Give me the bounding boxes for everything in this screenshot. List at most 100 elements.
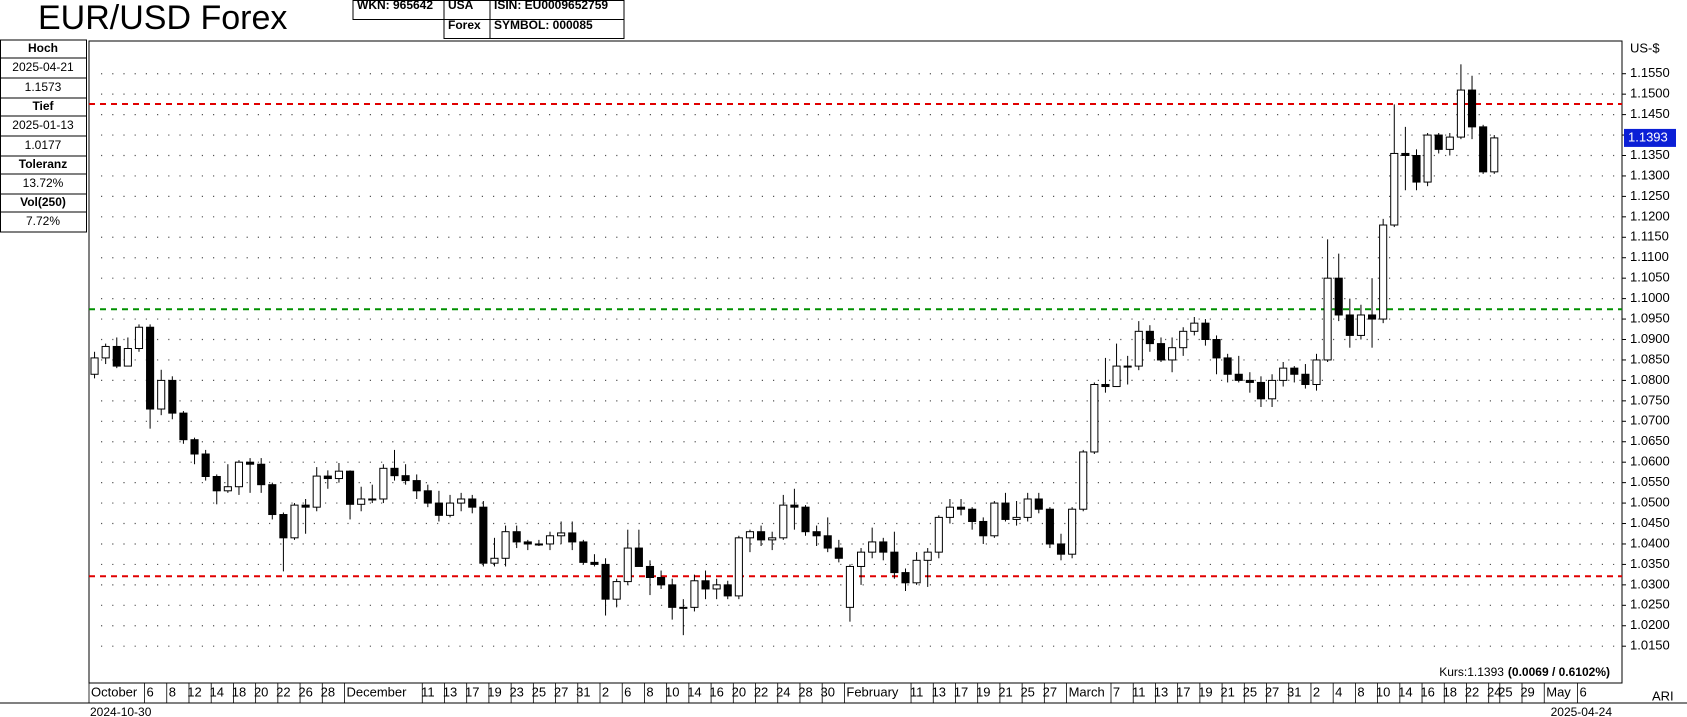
candle-body bbox=[490, 557, 499, 564]
candle-body bbox=[434, 502, 443, 516]
candle-body bbox=[1301, 373, 1310, 385]
x-tick-label: 21 bbox=[998, 684, 1012, 699]
last-price-label: 1.1393 bbox=[1628, 129, 1668, 144]
candle-body bbox=[123, 348, 132, 367]
y-tick-label: 1.1250 bbox=[1630, 188, 1670, 203]
candle-body bbox=[1456, 89, 1465, 138]
candle-body bbox=[1334, 277, 1343, 316]
candle-body bbox=[990, 502, 999, 537]
candle-body bbox=[868, 541, 877, 553]
x-tick-label: December bbox=[347, 684, 408, 699]
candle-body bbox=[1445, 136, 1454, 150]
y-tick-label: 1.0300 bbox=[1630, 576, 1670, 591]
x-tick-label: 20 bbox=[254, 684, 268, 699]
x-tick-label: 25 bbox=[1020, 684, 1034, 699]
candle-body bbox=[223, 486, 232, 492]
x-tick-label: March bbox=[1069, 684, 1105, 699]
candle-body bbox=[1312, 359, 1321, 385]
y-tick-label: 1.1150 bbox=[1630, 229, 1669, 244]
candle-body bbox=[146, 326, 155, 410]
x-tick-label: 11 bbox=[910, 684, 924, 699]
price-note-change: (0.0069 / 0.6102%) bbox=[1508, 665, 1610, 679]
candle-body bbox=[1234, 373, 1243, 381]
y-tick-label: 1.0500 bbox=[1630, 495, 1670, 510]
candle-body bbox=[468, 498, 477, 508]
candle-body bbox=[1179, 330, 1188, 349]
x-tick-label: 19 bbox=[487, 684, 501, 699]
candle-body bbox=[523, 541, 532, 545]
x-tick-label: 21 bbox=[1220, 684, 1234, 699]
candle-body bbox=[1412, 154, 1421, 183]
stat-value: 7.72% bbox=[26, 214, 60, 228]
y-tick-label: 1.1000 bbox=[1630, 290, 1670, 305]
candle-body bbox=[834, 547, 843, 559]
candle-body bbox=[1068, 508, 1077, 555]
candle-body bbox=[312, 475, 321, 508]
candle-body bbox=[890, 551, 899, 574]
candle-body bbox=[112, 345, 121, 367]
candle-body bbox=[557, 532, 566, 537]
stat-cell bbox=[0, 211, 87, 233]
candle-body bbox=[1201, 322, 1210, 341]
candle-body bbox=[1023, 498, 1032, 518]
candle-body bbox=[1168, 347, 1177, 361]
x-tick-label: 27 bbox=[554, 684, 568, 699]
y-tick-label: 1.0350 bbox=[1630, 556, 1670, 571]
instrument-title: EUR/USD Forex bbox=[38, 0, 287, 37]
x-tick-label: 6 bbox=[1580, 684, 1587, 699]
candle-body bbox=[945, 506, 954, 518]
y-tick-label: 1.1050 bbox=[1630, 270, 1670, 285]
candle-body bbox=[1323, 277, 1332, 361]
candle-body bbox=[1223, 357, 1232, 375]
candle-body bbox=[101, 345, 110, 359]
x-tick-label: 28 bbox=[798, 684, 812, 699]
price-note: Kurs:1.1393 (0.0069 / 0.6102%) bbox=[1439, 665, 1610, 679]
start-date: 2024-10-30 bbox=[90, 705, 152, 717]
candle-body bbox=[1212, 339, 1221, 359]
x-tick-label: February bbox=[846, 684, 899, 699]
y-tick-label: 1.1100 bbox=[1630, 249, 1669, 264]
y-tick-label: 1.1300 bbox=[1630, 167, 1670, 182]
y-tick-label: 1.0400 bbox=[1630, 535, 1670, 550]
info-cell bbox=[489, 19, 625, 39]
candle-body bbox=[457, 498, 466, 504]
candle-body bbox=[723, 584, 732, 597]
y-tick-label: 1.0550 bbox=[1630, 474, 1670, 489]
x-tick-label: 4 bbox=[1335, 684, 1342, 699]
y-tick-label: 1.1550 bbox=[1630, 65, 1670, 80]
candle-body bbox=[1268, 379, 1277, 400]
y-tick-label: 1.0650 bbox=[1630, 433, 1670, 448]
x-tick-label: 18 bbox=[1443, 684, 1457, 699]
x-tick-label: 26 bbox=[298, 684, 312, 699]
x-tick-label: 31 bbox=[576, 684, 590, 699]
candle-body bbox=[334, 470, 344, 480]
candle-body bbox=[1012, 516, 1021, 520]
y-tick-label: 1.0150 bbox=[1630, 638, 1670, 653]
candle-body bbox=[379, 467, 388, 500]
candle-body bbox=[1045, 508, 1054, 545]
y-tick-label: 1.1200 bbox=[1630, 208, 1670, 223]
x-tick-label: 16 bbox=[709, 684, 723, 699]
x-tick-label: 25 bbox=[1243, 684, 1257, 699]
candle-body bbox=[1401, 152, 1410, 156]
x-tick-label: 16 bbox=[1420, 684, 1434, 699]
candle-body bbox=[445, 502, 455, 516]
candle-body bbox=[679, 606, 688, 609]
y-tick-label: 1.0700 bbox=[1630, 413, 1670, 428]
y-tick-label: 1.1500 bbox=[1630, 86, 1670, 101]
candle-body bbox=[134, 326, 144, 350]
candle-body bbox=[757, 531, 766, 541]
candle-body bbox=[268, 484, 277, 516]
y-tick-label: 1.0450 bbox=[1630, 515, 1670, 530]
x-tick-label: 6 bbox=[146, 684, 153, 699]
x-tick-label: 12 bbox=[187, 684, 201, 699]
candle-body bbox=[568, 532, 577, 543]
candle-body bbox=[768, 537, 777, 541]
candle-body bbox=[1079, 451, 1088, 510]
x-tick-label: 8 bbox=[646, 684, 653, 699]
x-tick-label: 6 bbox=[624, 684, 631, 699]
x-tick-label: 13 bbox=[932, 684, 946, 699]
x-tick-label: May bbox=[1546, 684, 1571, 699]
stats-panel: Hoch 2025-04-21 1.1573 Tief 2025-01-13 1.0177… bbox=[0, 39, 87, 233]
candle-body bbox=[1034, 498, 1043, 510]
